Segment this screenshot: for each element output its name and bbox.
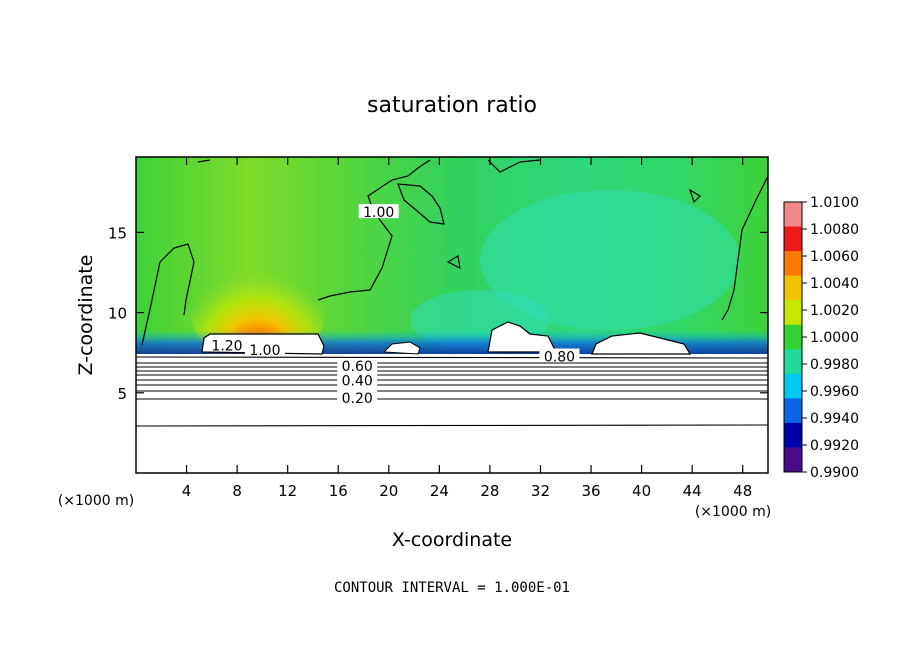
contour-labels: 1.20 1.00 1.00 0.80 0.600.400.20 xyxy=(207,204,580,407)
x-tick-label: 24 xyxy=(430,482,449,500)
colorbar-tick-label: 0.9940 xyxy=(810,411,859,427)
contour-1-00-left xyxy=(141,243,195,346)
contour-label-bg xyxy=(337,390,378,405)
x-tick-label: 48 xyxy=(733,482,752,500)
colorbar-tick-label: 1.0020 xyxy=(810,303,859,319)
colorbar-cell xyxy=(784,447,802,473)
cloud-base-white xyxy=(136,354,768,473)
cloud-top-right xyxy=(591,332,692,355)
x-tick-label: 36 xyxy=(581,482,600,500)
contour-1-00-right xyxy=(721,175,768,321)
contour-interval-note: CONTOUR INTERVAL = 1.000E-01 xyxy=(334,580,570,596)
cyan-region-right xyxy=(480,190,740,330)
contour-label-bg xyxy=(244,342,285,357)
contour-line xyxy=(135,370,769,372)
x-tick-label: 16 xyxy=(329,482,348,500)
y-tick-label: 5 xyxy=(117,385,127,403)
y-tick-label: 10 xyxy=(108,305,127,323)
x-tick-label: 20 xyxy=(379,482,398,500)
x-tick-label: 4 xyxy=(182,482,192,500)
x-tick-label: 44 xyxy=(683,482,702,500)
contour-line xyxy=(135,424,769,427)
colorbar-tick-label: 1.0080 xyxy=(810,222,859,238)
plot-frame xyxy=(135,156,769,474)
chart-title: saturation ratio xyxy=(367,93,537,118)
colorbar-tick-label: 0.9900 xyxy=(810,465,859,481)
colorbar-cell xyxy=(784,226,802,252)
colorbar-cells xyxy=(784,202,802,473)
contour-label-bg xyxy=(539,348,580,363)
contour-label: 1.00 xyxy=(249,343,280,359)
contour-1-00-blob xyxy=(397,183,445,225)
colorbar-tick-label: 1.0040 xyxy=(810,276,859,292)
contour-label-bg xyxy=(337,358,378,373)
contour-label-bg xyxy=(337,372,378,387)
colorbar-cell xyxy=(784,300,802,326)
x-axis-ticks: 4 8 12 16 20 24 28 32 36 40 44 48 xyxy=(182,157,752,500)
contour-label: 0.20 xyxy=(342,391,373,407)
contour-line xyxy=(135,398,769,400)
contour-line xyxy=(135,379,769,381)
contour-1-00-topedge xyxy=(197,159,701,270)
colorbar-tick-label: 0.9920 xyxy=(810,438,859,454)
contour-line xyxy=(135,362,769,364)
x-tick-label: 8 xyxy=(232,482,242,500)
contour-line xyxy=(135,390,769,392)
colorbar-cell xyxy=(784,422,802,448)
colorbar-cell xyxy=(784,251,802,277)
y-axis-ticks: 5 10 15 xyxy=(108,224,768,403)
colorbar: 1.0100 1.0080 1.0060 1.0040 1.0020 1.0000 0.99… xyxy=(783,195,859,481)
colorbar-tick-label: 1.0100 xyxy=(810,195,859,211)
contour-label: 1.20 xyxy=(211,338,242,354)
contour-label-bg xyxy=(207,337,248,352)
contour-lines-below xyxy=(135,356,769,427)
colorbar-cell xyxy=(784,398,802,424)
cloud-small-20 xyxy=(382,341,421,355)
contour-label: 0.60 xyxy=(342,359,373,375)
x-axis-label: X-coordinate xyxy=(392,529,512,551)
y-unit-label: (×1000 m) xyxy=(58,493,134,509)
colorbar-cell xyxy=(784,324,802,350)
contour-label: 0.40 xyxy=(342,374,373,390)
colorbar-cell xyxy=(784,275,802,301)
x-tick-label: 40 xyxy=(632,482,651,500)
contour-label-bg xyxy=(358,204,399,219)
colorbar-cell xyxy=(784,202,802,228)
contour-line xyxy=(135,366,769,368)
colorbar-tick-labels: 1.0100 1.0080 1.0060 1.0040 1.0020 1.0000 0.99… xyxy=(802,195,859,481)
contour-label: 1.00 xyxy=(363,205,394,221)
colorbar-tick-label: 1.0000 xyxy=(810,330,859,346)
contour-line xyxy=(135,356,769,359)
contour-line xyxy=(135,384,769,386)
contour-label: 0.80 xyxy=(544,350,575,366)
contour-line xyxy=(135,374,769,376)
y-tick-label: 15 xyxy=(108,224,127,242)
plot-area xyxy=(136,157,768,473)
colorbar-cell xyxy=(784,349,802,375)
x-tick-label: 28 xyxy=(480,482,499,500)
x-tick-label: 12 xyxy=(278,482,297,500)
colorbar-tick-label: 0.9980 xyxy=(810,357,859,373)
x-tick-label: 32 xyxy=(531,482,550,500)
colorbar-tick-label: 1.0060 xyxy=(810,249,859,265)
colorbar-tick-label: 0.9960 xyxy=(810,384,859,400)
y-axis-label: Z-coordinate xyxy=(75,255,97,376)
x-unit-label: (×1000 m) xyxy=(695,504,771,520)
colorbar-cell xyxy=(784,373,802,399)
